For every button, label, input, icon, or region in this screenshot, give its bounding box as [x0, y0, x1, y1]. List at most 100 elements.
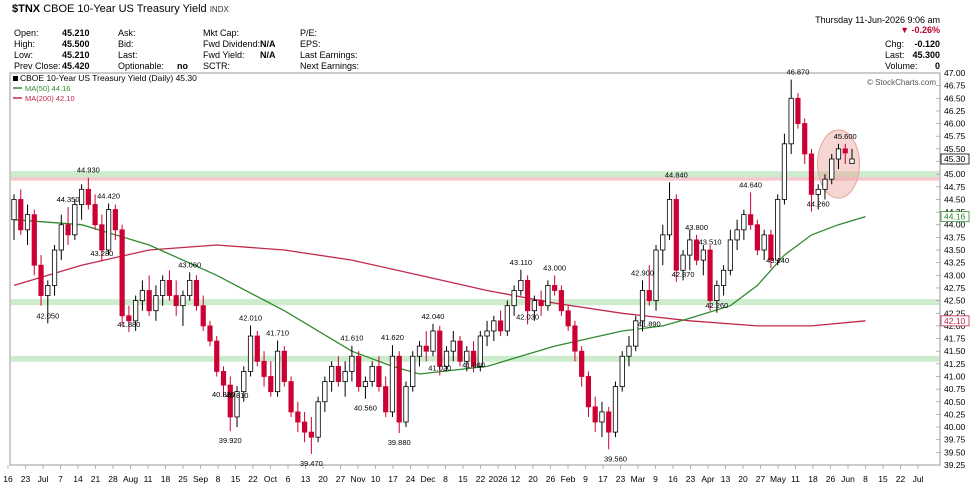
price-annotation: 41.710 — [266, 329, 289, 338]
candle-body — [38, 264, 44, 296]
candle-body — [356, 355, 362, 388]
low-value: 45.210 — [62, 50, 90, 60]
fwd-dividend-value: N/A — [260, 39, 276, 49]
y-tick-label: 42.50 — [944, 296, 966, 306]
x-tick-label: 23 — [21, 474, 31, 484]
candle-body — [754, 224, 760, 251]
y-tick-label: 43.00 — [944, 270, 966, 280]
x-tick-label: 7 — [58, 474, 63, 484]
x-tick-label: 14 — [73, 474, 83, 484]
candle-body — [389, 355, 396, 413]
y-tick-label: 41.75 — [944, 334, 966, 344]
candle-body — [274, 350, 281, 393]
candle-body — [281, 350, 287, 382]
x-tick-label: 6 — [286, 474, 291, 484]
candle-body — [741, 214, 747, 231]
candle-body — [700, 249, 706, 261]
last-value-label: 45.30 — [944, 154, 966, 164]
x-tick-label: 23 — [616, 474, 626, 484]
candle-body — [680, 254, 686, 271]
candle-body — [653, 249, 659, 302]
fwd-dividend-label: Fwd Dividend: — [203, 39, 261, 49]
candle-body — [491, 320, 497, 332]
price-annotation: 41.080 — [462, 360, 485, 369]
y-tick-label: 40.75 — [944, 384, 966, 394]
y-tick-label: 39.50 — [944, 447, 966, 457]
last-earnings-label: Last Earnings: — [300, 50, 358, 60]
y-tick-label: 39.25 — [944, 460, 966, 470]
candle-body — [835, 148, 842, 160]
price-annotation: 39.470 — [300, 459, 323, 468]
last2-value: 45.300 — [912, 50, 940, 60]
chg-value: -0.120 — [914, 39, 940, 49]
legend-label: MA(200) 42.10 — [25, 94, 75, 103]
support-band — [11, 299, 939, 306]
y-tick-label: 40.50 — [944, 397, 966, 407]
x-tick-label: 11 — [144, 474, 153, 484]
x-tick-label: Sep — [193, 474, 208, 484]
x-tick-label: Dec — [420, 474, 436, 484]
candle-body — [565, 310, 571, 327]
candle-body — [619, 355, 625, 388]
x-tick-label: 26 — [546, 474, 556, 484]
x-tick-label: Mar — [631, 474, 646, 484]
price-annotation: 44.420 — [97, 191, 120, 200]
y-tick-label: 44.50 — [944, 194, 966, 204]
candle-body — [160, 279, 166, 296]
candle-body — [106, 209, 112, 251]
plot-frame — [9, 72, 941, 466]
price-annotation: 43.140 — [766, 256, 789, 265]
candle-body — [126, 315, 132, 322]
price-annotation: 39.920 — [219, 436, 242, 445]
y-tick-label: 40.00 — [944, 422, 966, 432]
x-tick-label: Jun — [841, 474, 855, 484]
candle-body — [450, 340, 456, 352]
candle-body — [707, 249, 713, 302]
symbol-title: $TNX CBOE 10-Year US Treasury Yield INDX — [12, 3, 229, 15]
volume-value: 0 — [934, 61, 940, 71]
low-label: Low: — [14, 50, 34, 60]
last-value-box — [940, 211, 970, 223]
x-tick-label: 25 — [178, 474, 188, 484]
candle-body — [227, 384, 233, 418]
candle-body — [261, 360, 267, 377]
candle-body — [585, 376, 592, 408]
y-tick-label: 44.00 — [944, 220, 966, 230]
candle-body — [416, 345, 423, 357]
x-tick-label: Feb — [561, 474, 576, 484]
x-tick-label: 10 — [371, 474, 381, 484]
candle-body — [11, 199, 17, 221]
candle-body — [829, 158, 835, 180]
price-annotation: 42.050 — [36, 311, 59, 320]
candle-body — [376, 365, 382, 387]
price-annotation: 42.010 — [239, 313, 262, 322]
price-annotation: 41.020 — [428, 363, 451, 372]
candle-body — [484, 330, 490, 337]
candle-body — [153, 295, 159, 312]
candle-body — [51, 249, 58, 286]
candle-body — [24, 214, 31, 231]
candle-body — [362, 381, 369, 387]
symbol: $TNX — [12, 3, 41, 15]
candle-body — [342, 371, 348, 382]
bid-label: Bid: — [118, 39, 134, 49]
candle-body — [295, 411, 301, 423]
price-legend-swatch — [13, 76, 18, 81]
open-label: Open: — [14, 28, 39, 38]
exchange: INDX — [209, 5, 229, 14]
prev-close-label: Prev Close: — [14, 61, 61, 71]
price-annotation: 40.810 — [226, 391, 249, 400]
candle-body — [437, 330, 443, 367]
candle-body — [504, 305, 510, 332]
last2-label: Last: — [885, 50, 905, 60]
price-annotation: 44.260 — [807, 200, 830, 209]
x-tick-label: 18 — [808, 474, 818, 484]
x-tick-label: Nov — [350, 474, 366, 484]
candle-body — [234, 391, 240, 418]
candle-body — [254, 335, 260, 362]
candle-body — [78, 188, 85, 205]
x-tick-label: 12 — [511, 474, 521, 484]
y-tick-label: 43.50 — [944, 245, 966, 255]
last-value-label: 42.10 — [944, 316, 966, 326]
